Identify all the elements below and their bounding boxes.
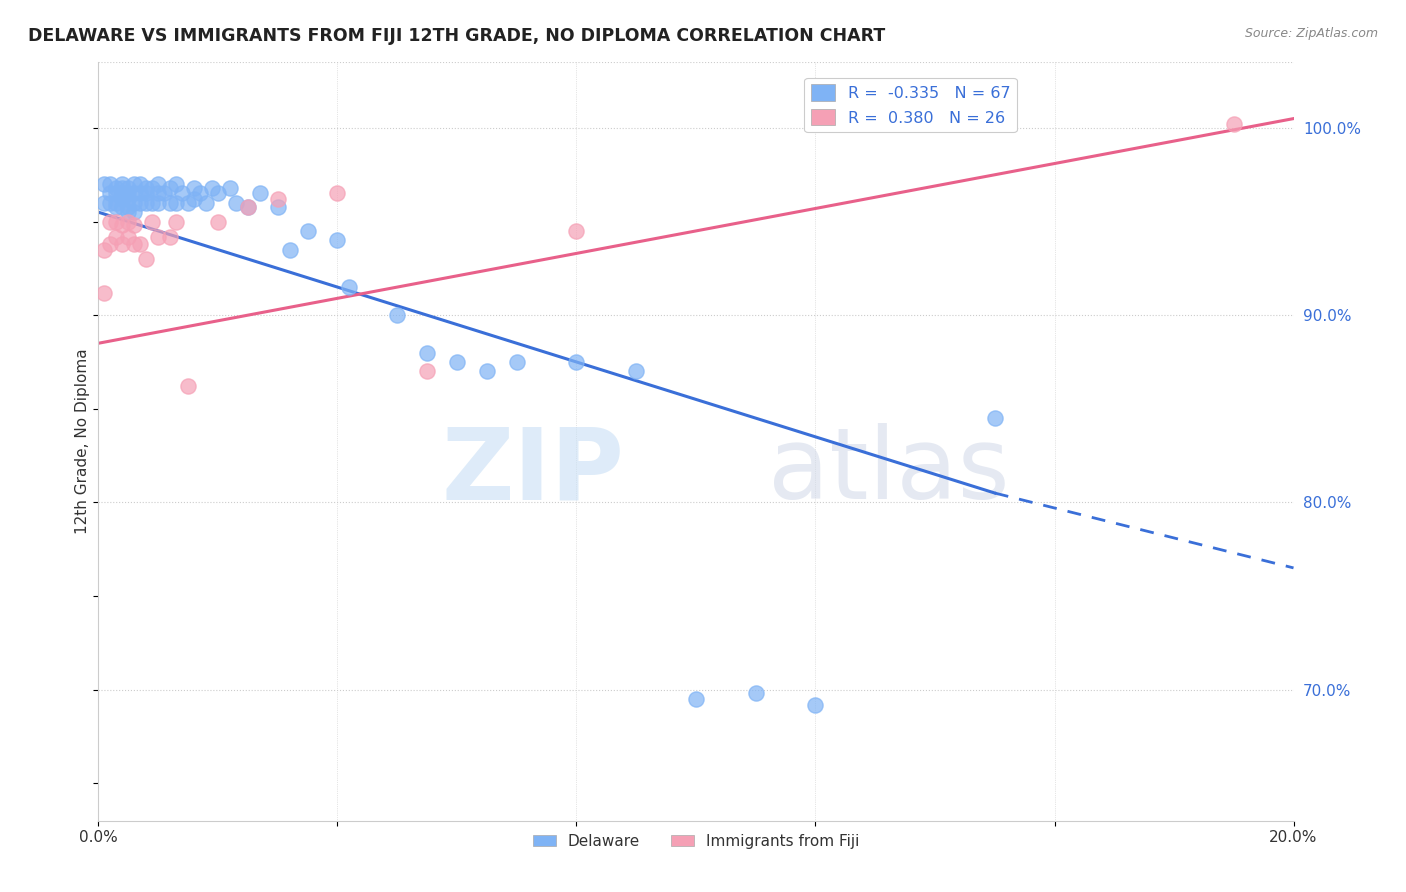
Point [177, 379, 200, 393]
Point [177, 195, 200, 210]
Point [148, 195, 170, 210]
Point [159, 181, 181, 195]
Point [804, 698, 827, 712]
Y-axis label: 12th Grade, No Diploma: 12th Grade, No Diploma [75, 349, 90, 534]
Point [117, 181, 139, 195]
Point [141, 214, 163, 228]
Point [117, 205, 139, 219]
Point [111, 219, 134, 233]
Point [135, 186, 157, 201]
Point [105, 229, 128, 244]
Point [385, 308, 409, 322]
Point [135, 195, 157, 210]
Point [207, 186, 229, 201]
Point [165, 214, 187, 228]
Point [124, 186, 146, 201]
Point [111, 177, 134, 191]
Point [249, 186, 271, 201]
Point [278, 243, 301, 257]
Point [141, 181, 163, 195]
Point [267, 200, 290, 214]
Point [105, 181, 128, 195]
Point [153, 186, 176, 201]
Point [124, 237, 146, 252]
Point [117, 186, 139, 201]
Point [124, 219, 146, 233]
Point [148, 229, 170, 244]
Text: atlas: atlas [768, 424, 1010, 520]
Point [195, 195, 218, 210]
Point [172, 186, 194, 201]
Point [339, 280, 361, 294]
Text: ZIP: ZIP [441, 424, 624, 520]
Point [745, 686, 768, 700]
Point [124, 177, 146, 191]
Point [148, 186, 170, 201]
Point [984, 411, 1007, 425]
Point [129, 237, 152, 252]
Point [93, 195, 115, 210]
Point [326, 186, 349, 201]
Legend: Delaware, Immigrants from Fiji: Delaware, Immigrants from Fiji [527, 828, 865, 855]
Point [148, 177, 170, 191]
Point [93, 243, 115, 257]
Point [111, 192, 134, 206]
Point [135, 181, 157, 195]
Point [105, 186, 128, 201]
Point [475, 364, 498, 378]
Point [326, 233, 349, 247]
Point [565, 355, 588, 369]
Point [124, 195, 146, 210]
Point [201, 181, 224, 195]
Point [129, 177, 152, 191]
Point [105, 200, 128, 214]
Point [129, 195, 152, 210]
Point [236, 200, 259, 214]
Point [565, 224, 588, 238]
Point [416, 345, 439, 359]
Point [685, 692, 707, 706]
Point [117, 192, 139, 206]
Text: DELAWARE VS IMMIGRANTS FROM FIJI 12TH GRADE, NO DIPLOMA CORRELATION CHART: DELAWARE VS IMMIGRANTS FROM FIJI 12TH GR… [28, 27, 886, 45]
Point [219, 181, 242, 195]
Point [165, 177, 187, 191]
Point [93, 285, 115, 300]
Point [105, 195, 128, 210]
Point [117, 214, 139, 228]
Point [117, 200, 139, 214]
Point [183, 181, 205, 195]
Point [159, 229, 181, 244]
Point [111, 181, 134, 195]
Point [236, 200, 259, 214]
Point [165, 195, 187, 210]
Point [93, 177, 115, 191]
Point [297, 224, 319, 238]
Point [207, 214, 229, 228]
Point [183, 192, 205, 206]
Point [98, 186, 122, 201]
Point [159, 195, 181, 210]
Point [141, 195, 163, 210]
Point [225, 195, 247, 210]
Point [416, 364, 439, 378]
Point [506, 355, 529, 369]
Point [135, 252, 157, 266]
Point [98, 195, 122, 210]
Point [117, 229, 139, 244]
Point [129, 186, 152, 201]
Point [188, 186, 211, 201]
Point [267, 192, 290, 206]
Point [105, 214, 128, 228]
Text: Source: ZipAtlas.com: Source: ZipAtlas.com [1244, 27, 1378, 40]
Point [98, 214, 122, 228]
Point [446, 355, 468, 369]
Point [111, 186, 134, 201]
Point [98, 177, 122, 191]
Point [626, 364, 648, 378]
Point [98, 237, 122, 252]
Point [1223, 117, 1246, 131]
Point [111, 200, 134, 214]
Point [124, 205, 146, 219]
Point [111, 237, 134, 252]
